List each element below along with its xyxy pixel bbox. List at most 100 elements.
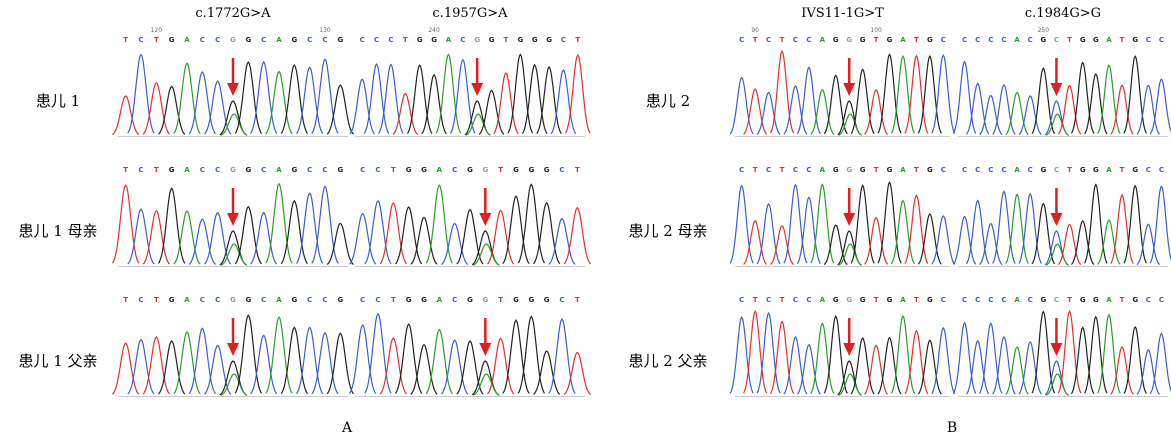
trace-peak xyxy=(266,317,292,393)
base-call: C xyxy=(138,36,143,44)
base-call: T xyxy=(780,166,785,174)
base-call: T xyxy=(780,36,785,44)
base-call: G xyxy=(528,166,534,174)
base-call: C xyxy=(806,166,811,174)
trace-peak xyxy=(534,203,560,264)
base-call: C xyxy=(1159,166,1164,174)
base-call: G xyxy=(230,36,236,44)
base-call: G xyxy=(474,36,480,44)
base-call: G xyxy=(860,166,866,174)
base-call: T xyxy=(123,296,128,304)
chromatogram: CTCTCCAGGGTGATGC xyxy=(730,166,955,267)
base-call: G xyxy=(846,166,852,174)
trace-peak xyxy=(1085,185,1108,264)
row-label: 患儿 2 母亲 xyxy=(628,222,707,240)
trace-peak xyxy=(1137,350,1160,395)
row-label: 患儿 2 父亲 xyxy=(628,352,707,370)
base-call: C xyxy=(215,296,220,304)
column-header: c.1984G>G xyxy=(1025,6,1101,21)
trace-peak xyxy=(797,68,820,134)
base-call: C xyxy=(766,166,771,174)
arrow-head xyxy=(1050,343,1062,356)
base-call: G xyxy=(417,36,423,44)
base-call: C xyxy=(975,166,980,174)
base-call: T xyxy=(753,296,758,304)
arrow-head xyxy=(843,343,855,356)
base-call: G xyxy=(927,166,933,174)
base-call: G xyxy=(1080,36,1086,44)
base-call: A xyxy=(276,296,282,304)
base-call: C xyxy=(1001,36,1006,44)
base-call: G xyxy=(517,36,523,44)
base-call: C xyxy=(1146,36,1151,44)
position-tick: 250 xyxy=(1038,27,1050,34)
panel-label: B xyxy=(947,420,957,436)
trace-peak xyxy=(549,319,575,393)
base-call: T xyxy=(1120,36,1125,44)
row-label: 患儿 1 父亲 xyxy=(18,352,97,370)
trace-peak xyxy=(993,85,1016,135)
trace-peak xyxy=(312,59,338,133)
trace-peak xyxy=(851,69,874,133)
base-call: C xyxy=(766,296,771,304)
base-call: T xyxy=(753,166,758,174)
base-call: G xyxy=(406,296,412,304)
trace-peak xyxy=(266,184,292,263)
base-call: G xyxy=(1080,296,1086,304)
base-call: G xyxy=(1132,166,1138,174)
arrow-head xyxy=(1050,83,1062,96)
base-call: G xyxy=(544,166,550,174)
trace-peak xyxy=(851,186,874,264)
trace-peak xyxy=(128,55,154,134)
base-call: G xyxy=(544,296,550,304)
base-call: G xyxy=(833,36,839,44)
trace-peak xyxy=(1032,68,1055,134)
base-call: G xyxy=(467,296,473,304)
figure: Ac.1772G>Ac.1957G>A患儿 1120130TCTGACCGGCA… xyxy=(0,0,1171,441)
base-call: G xyxy=(1040,36,1046,44)
base-call: G xyxy=(406,166,412,174)
base-call: C xyxy=(559,296,564,304)
trace-peak xyxy=(566,55,591,133)
base-call: C xyxy=(739,296,744,304)
trace-peak xyxy=(235,207,261,264)
trace-peak xyxy=(1058,86,1081,135)
trace-peak xyxy=(396,324,422,394)
trace-peak xyxy=(312,187,338,264)
base-call: C xyxy=(215,36,220,44)
base-call: C xyxy=(766,36,771,44)
base-call: T xyxy=(154,36,159,44)
base-call: C xyxy=(793,296,798,304)
base-call: T xyxy=(154,166,159,174)
base-call: A xyxy=(446,36,452,44)
base-call: G xyxy=(245,296,251,304)
trace-peak xyxy=(564,208,590,264)
trace-peak xyxy=(980,323,1003,393)
base-call: A xyxy=(1014,36,1020,44)
base-call: G xyxy=(431,36,437,44)
base-call: C xyxy=(793,166,798,174)
base-call: C xyxy=(200,166,205,174)
trace-peak xyxy=(1071,63,1094,134)
base-call: C xyxy=(1054,166,1059,174)
base-call: C xyxy=(988,36,993,44)
base-call: G xyxy=(927,36,933,44)
base-call: G xyxy=(1093,36,1099,44)
base-call: C xyxy=(941,166,946,174)
base-call: G xyxy=(337,296,343,304)
base-call: G xyxy=(1132,296,1138,304)
base-call: C xyxy=(1054,296,1059,304)
base-call: G xyxy=(1093,166,1099,174)
chromatogram: CCTGGACGGTGGGCT xyxy=(350,296,591,397)
base-call: G xyxy=(1040,296,1046,304)
base-call: G xyxy=(1080,166,1086,174)
trace-peak xyxy=(811,90,834,135)
position-tick: 130 xyxy=(319,27,331,34)
arrow-head xyxy=(843,83,855,96)
base-call: T xyxy=(914,296,919,304)
base-call: G xyxy=(1132,36,1138,44)
base-call: G xyxy=(230,166,236,174)
chromatogram: 90100CTCTCCAGGGTGATGC xyxy=(730,27,955,137)
